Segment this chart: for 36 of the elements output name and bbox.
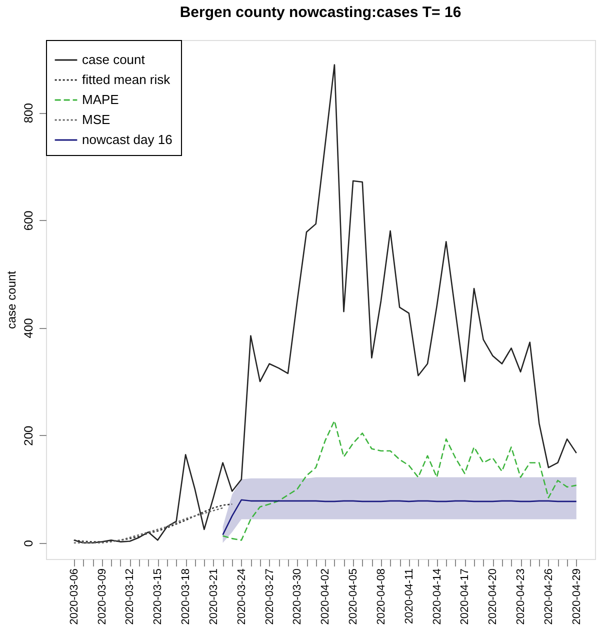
y-axis-title: case count bbox=[4, 270, 18, 330]
x-tick-label: 2020-03-15 bbox=[152, 568, 164, 625]
x-tick-label: 2020-04-26 bbox=[542, 568, 555, 625]
x-tick-label: 2020-03-12 bbox=[124, 568, 136, 625]
legend-label: case count bbox=[82, 52, 146, 67]
x-tick-label: 2020-03-21 bbox=[208, 568, 220, 625]
x-tick-label: 2020-03-18 bbox=[180, 568, 192, 625]
y-tick-label: 400 bbox=[22, 318, 36, 338]
line-series bbox=[73, 507, 224, 544]
line-series bbox=[73, 503, 233, 542]
y-tick-label: 0 bbox=[22, 540, 36, 547]
y-tick-label: 600 bbox=[22, 210, 36, 231]
legend-label: MAPE bbox=[82, 92, 120, 107]
x-tick-label: 2020-04-08 bbox=[375, 568, 388, 625]
x-tick-label: 2020-03-30 bbox=[292, 568, 304, 625]
x-tick-label: 2020-04-23 bbox=[515, 568, 528, 625]
x-tick-label: 2020-04-02 bbox=[320, 568, 332, 625]
x-tick-label: 2020-04-29 bbox=[570, 568, 583, 625]
line-series bbox=[73, 64, 578, 544]
x-tick-label: 2020-03-09 bbox=[96, 568, 108, 625]
y-tick-label: 200 bbox=[22, 425, 36, 446]
x-tick-label: 2020-04-11 bbox=[403, 568, 416, 624]
legend-label: fitted mean risk bbox=[82, 72, 171, 87]
x-tick-label: 2020-04-14 bbox=[431, 568, 444, 625]
x-tick-label: 2020-04-20 bbox=[487, 568, 500, 625]
chart-title: Bergen county nowcasting:cases T= 16 bbox=[180, 4, 462, 21]
legend-label: MSE bbox=[82, 112, 110, 127]
x-tick-label: 2020-03-24 bbox=[236, 568, 248, 625]
legend-label: nowcast day 16 bbox=[82, 132, 172, 147]
line-series bbox=[222, 499, 578, 536]
line-series bbox=[222, 420, 578, 541]
x-tick-label: 2020-04-05 bbox=[348, 568, 360, 625]
x-tick-label: 2020-04-17 bbox=[459, 568, 472, 625]
x-tick-label: 2020-03-06 bbox=[68, 568, 80, 625]
x-tick-label: 2020-03-27 bbox=[264, 568, 276, 625]
y-tick-label: 800 bbox=[22, 102, 36, 124]
